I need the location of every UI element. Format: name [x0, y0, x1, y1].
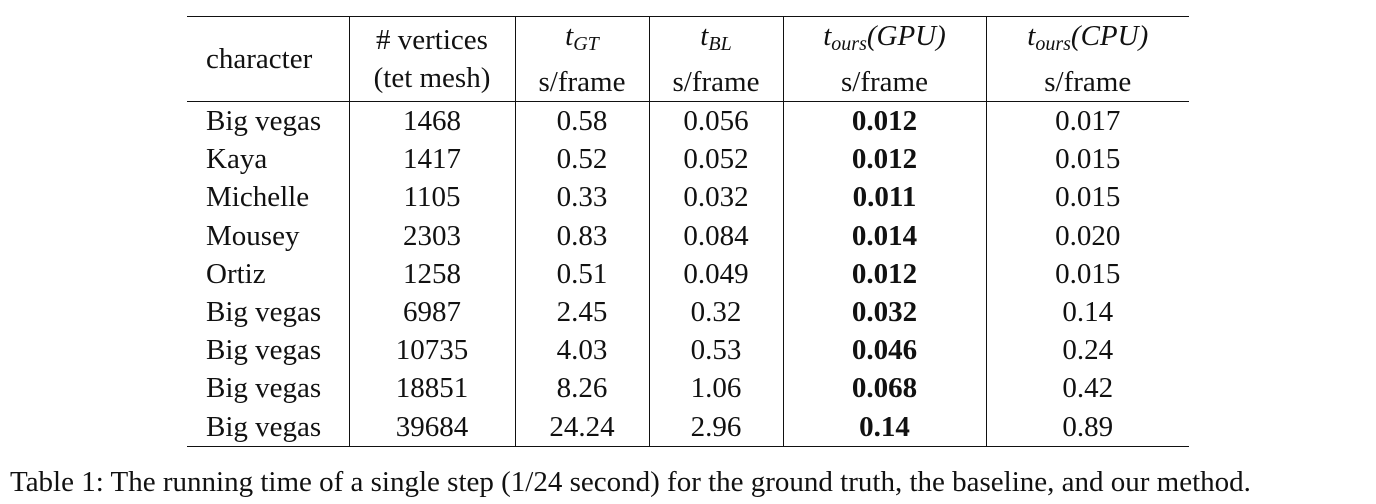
cell-t-ours-gpu: 0.011	[783, 178, 987, 217]
table-row: Big vegas 1468 0.58 0.056 0.012 0.017	[187, 101, 1189, 141]
running-time-table: character # vertices (tet mesh) tGT s/fr…	[187, 16, 1189, 447]
table-row: Mousey 2303 0.83 0.084 0.014 0.020	[187, 216, 1189, 255]
cell-character: Michelle	[187, 178, 350, 217]
cell-t-ours-gpu: 0.032	[783, 292, 987, 332]
cell-t-ours-cpu: 0.24	[1062, 334, 1114, 367]
cell-t-bl: 0.049	[649, 254, 784, 293]
cell-vertices: 10735	[349, 331, 516, 370]
cell-character: Mousey	[187, 216, 350, 255]
cell-t-ours-cpu: 0.015	[1055, 257, 1121, 290]
cell-character: Big vegas	[187, 101, 350, 141]
cell-t-ours-gpu: 0.014	[783, 216, 987, 255]
cell-t-ours-cpu: 0.015	[1055, 143, 1121, 176]
cell-t-gt: 2.45	[515, 292, 650, 332]
cell-character: Big vegas	[187, 292, 350, 332]
table-body: Big vegas 1468 0.58 0.056 0.012 0.017 Kaya 1417…	[187, 101, 1189, 447]
cell-t-ours-gpu: 0.012	[783, 254, 987, 293]
cell-vertices: 1105	[349, 178, 516, 217]
cell-vertices: 6987	[349, 292, 516, 332]
cell-t-ours-cpu: 0.020	[1055, 219, 1121, 252]
cell-t-gt: 4.03	[515, 331, 650, 370]
cell-t-ours-cpu: 0.14	[1062, 296, 1114, 329]
header-t-gt-symbol: tGT	[565, 20, 599, 55]
cell-vertices: 1417	[349, 140, 516, 179]
table-row: Big vegas 6987 2.45 0.32 0.032 0.14	[187, 292, 1189, 332]
cell-t-gt: 8.26	[515, 369, 650, 408]
cell-t-bl: 1.06	[649, 369, 784, 408]
cell-t-bl: 0.084	[649, 216, 784, 255]
cell-t-ours-gpu: 0.046	[783, 331, 987, 370]
table-row: Ortiz 1258 0.51 0.049 0.012 0.015	[187, 254, 1189, 293]
cell-t-ours-cpu: 0.42	[1062, 372, 1114, 405]
cell-character: Big vegas	[187, 407, 350, 447]
header-t-ours-gpu: tours(GPU) s/frame	[783, 16, 987, 102]
cell-t-ours-gpu: 0.068	[783, 369, 987, 408]
cell-t-bl: 2.96	[649, 407, 784, 447]
cell-vertices: 2303	[349, 216, 516, 255]
cell-character: Kaya	[187, 140, 350, 179]
cell-vertices: 18851	[349, 369, 516, 408]
cell-t-ours-gpu: 0.012	[783, 140, 987, 179]
header-t-ours-cpu-symbol: tours(CPU)	[1027, 20, 1149, 55]
cell-t-bl: 0.32	[649, 292, 784, 332]
header-character-label: character	[206, 43, 313, 75]
header-row: character # vertices (tet mesh) tGT s/fr…	[187, 16, 1189, 102]
header-t-ours-cpu: tours(CPU) s/frame	[986, 17, 1189, 102]
table-row: Big vegas 39684 24.24 2.96 0.14 0.89	[187, 407, 1189, 447]
cell-t-gt: 0.33	[515, 178, 650, 217]
cell-t-gt: 0.52	[515, 140, 650, 179]
cell-vertices: 1468	[349, 101, 516, 141]
cell-t-ours-gpu: 0.14	[783, 407, 987, 447]
table-row: Michelle 1105 0.33 0.032 0.011 0.015	[187, 178, 1189, 217]
table-row: Kaya 1417 0.52 0.052 0.012 0.015	[187, 140, 1189, 179]
cell-t-gt: 24.24	[515, 407, 650, 447]
header-t-ours-gpu-unit: s/frame	[841, 66, 928, 98]
table-row: Big vegas 18851 8.26 1.06 0.068 0.42	[187, 369, 1189, 408]
cell-character: Big vegas	[187, 369, 350, 408]
header-vertices: # vertices (tet mesh)	[349, 16, 516, 102]
cell-t-ours-cpu: 0.89	[1062, 410, 1114, 443]
cell-t-ours-gpu: 0.012	[783, 101, 987, 141]
header-t-ours-gpu-symbol: tours(GPU)	[823, 20, 946, 55]
header-vertices-line1: # vertices	[376, 24, 488, 56]
header-t-gt: tGT s/frame	[515, 16, 650, 102]
cell-t-bl: 0.052	[649, 140, 784, 179]
header-character: character	[187, 16, 350, 102]
cell-t-bl: 0.032	[649, 178, 784, 217]
table-row: Big vegas 10735 4.03 0.53 0.046 0.24	[187, 331, 1189, 370]
results-table-container: character # vertices (tet mesh) tGT s/fr…	[187, 16, 1189, 447]
header-t-gt-unit: s/frame	[538, 66, 626, 98]
cell-t-ours-cpu: 0.015	[1055, 181, 1121, 214]
cell-t-gt: 0.51	[515, 254, 650, 293]
header-t-bl: tBL s/frame	[649, 16, 784, 102]
cell-t-bl: 0.056	[649, 101, 784, 141]
cell-t-gt: 0.58	[515, 101, 650, 141]
header-t-bl-unit: s/frame	[672, 66, 760, 98]
cell-character: Big vegas	[187, 331, 350, 370]
header-t-bl-symbol: tBL	[700, 20, 732, 55]
header-vertices-line2: (tet mesh)	[373, 62, 491, 94]
header-t-ours-cpu-unit: s/frame	[1044, 66, 1132, 98]
table-caption: Table 1: The running time of a single st…	[10, 466, 1251, 498]
cell-vertices: 39684	[349, 407, 516, 447]
table-header: character # vertices (tet mesh) tGT s/fr…	[187, 16, 1189, 102]
cell-t-gt: 0.83	[515, 216, 650, 255]
cell-t-bl: 0.53	[649, 331, 784, 370]
cell-t-ours-cpu: 0.017	[1055, 105, 1121, 138]
cell-character: Ortiz	[187, 254, 350, 293]
cell-vertices: 1258	[349, 254, 516, 293]
